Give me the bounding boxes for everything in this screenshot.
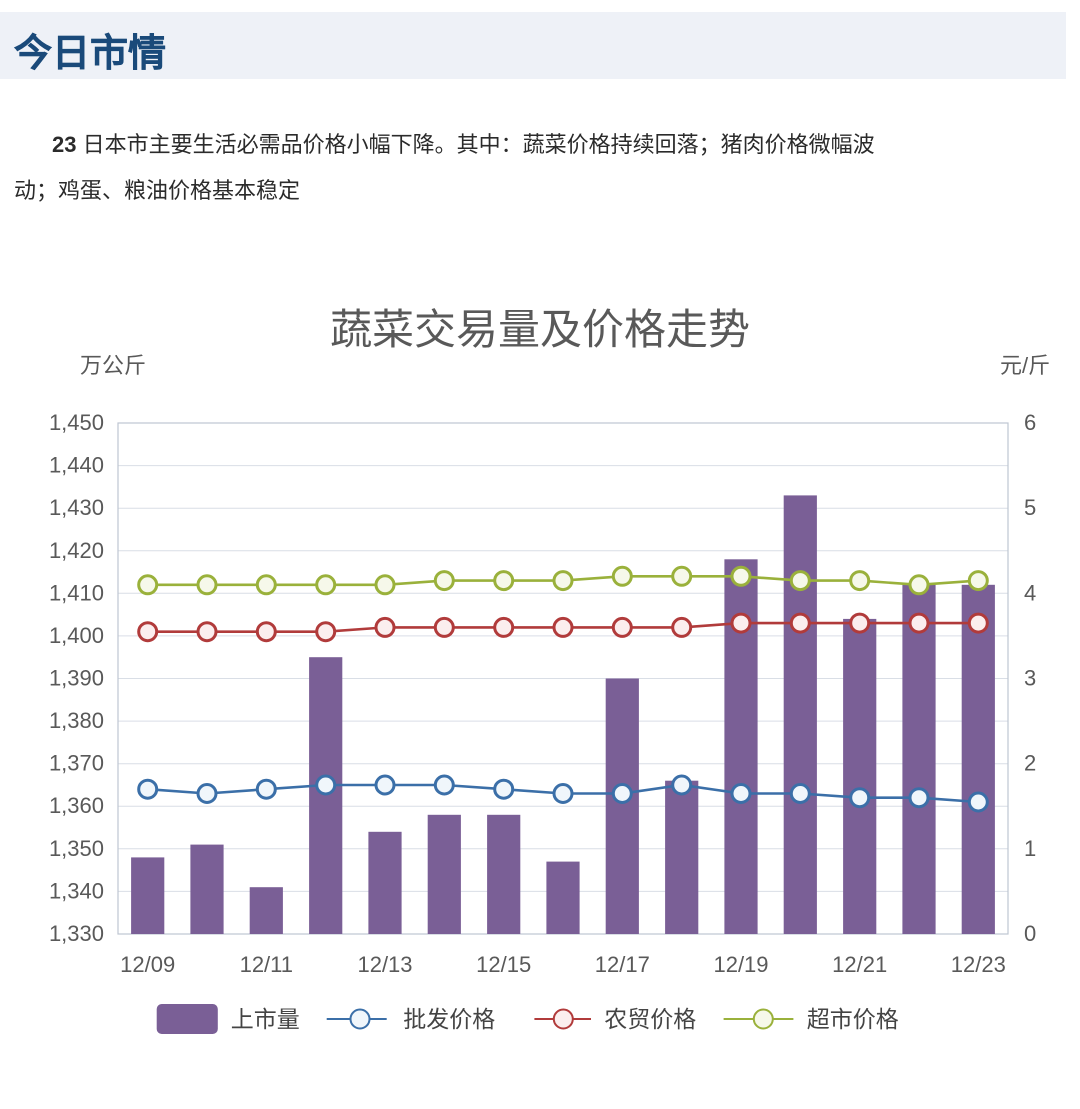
svg-text:12/09: 12/09 bbox=[120, 952, 175, 977]
svg-text:1,330: 1,330 bbox=[49, 921, 104, 946]
svg-text:4: 4 bbox=[1024, 580, 1036, 605]
svg-text:12/19: 12/19 bbox=[713, 952, 768, 977]
svg-text:1,420: 1,420 bbox=[49, 538, 104, 563]
svg-text:1,410: 1,410 bbox=[49, 580, 104, 605]
svg-text:1,350: 1,350 bbox=[49, 836, 104, 861]
svg-text:12/11: 12/11 bbox=[240, 952, 293, 977]
svg-text:1: 1 bbox=[1024, 836, 1036, 861]
svg-text:3: 3 bbox=[1024, 666, 1036, 691]
svg-text:12/21: 12/21 bbox=[832, 952, 887, 977]
svg-text:批发价格: 批发价格 bbox=[403, 1006, 495, 1032]
svg-text:2: 2 bbox=[1024, 751, 1036, 776]
svg-text:1,360: 1,360 bbox=[49, 793, 104, 818]
svg-text:1,450: 1,450 bbox=[49, 410, 104, 435]
svg-text:农贸价格: 农贸价格 bbox=[604, 1006, 696, 1032]
svg-text:12/15: 12/15 bbox=[476, 952, 531, 977]
svg-text:6: 6 bbox=[1024, 410, 1036, 435]
svg-text:1,440: 1,440 bbox=[49, 453, 104, 478]
svg-text:1,390: 1,390 bbox=[49, 666, 104, 691]
svg-text:1,340: 1,340 bbox=[49, 878, 104, 903]
svg-text:1,400: 1,400 bbox=[49, 623, 104, 648]
svg-text:超市价格: 超市价格 bbox=[807, 1006, 899, 1032]
svg-text:12/13: 12/13 bbox=[357, 952, 412, 977]
svg-text:12/17: 12/17 bbox=[595, 952, 650, 977]
svg-text:上市量: 上市量 bbox=[231, 1006, 300, 1032]
svg-text:1,430: 1,430 bbox=[49, 495, 104, 520]
svg-text:0: 0 bbox=[1024, 921, 1036, 946]
svg-text:5: 5 bbox=[1024, 495, 1036, 520]
svg-text:12/23: 12/23 bbox=[951, 952, 1006, 977]
svg-text:1,370: 1,370 bbox=[49, 751, 104, 776]
svg-text:1,380: 1,380 bbox=[49, 708, 104, 733]
